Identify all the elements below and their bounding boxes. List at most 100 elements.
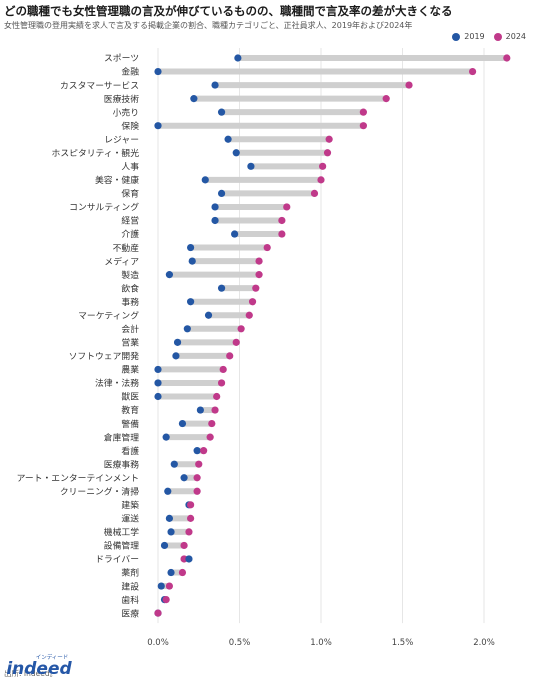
category-label: 建設 xyxy=(121,580,139,592)
category-label: レジャー xyxy=(104,135,139,145)
point-2024 xyxy=(178,568,187,577)
point-2024 xyxy=(278,230,286,238)
category-label: 法律・法務 xyxy=(95,377,139,389)
point-2024 xyxy=(154,609,162,617)
point-2024 xyxy=(162,596,170,604)
point-2024 xyxy=(255,271,263,279)
point-2019 xyxy=(172,352,180,360)
category-label: 医療技術 xyxy=(104,93,139,105)
point-2019 xyxy=(154,67,162,76)
point-2024 xyxy=(263,243,271,252)
point-2019 xyxy=(224,135,232,143)
point-2024 xyxy=(255,257,263,265)
point-2024 xyxy=(252,284,260,292)
point-2019 xyxy=(157,582,165,590)
indeed-logo-sub: インディード xyxy=(36,653,69,661)
category-label: 機械工学 xyxy=(104,526,139,538)
category-label: 不動産 xyxy=(113,242,140,254)
point-2024 xyxy=(503,54,511,62)
point-2019 xyxy=(231,230,239,238)
point-2019 xyxy=(247,162,255,170)
point-2024 xyxy=(187,501,195,509)
point-2019 xyxy=(211,81,219,89)
point-2024 xyxy=(206,433,214,441)
category-label: 人事 xyxy=(121,161,139,173)
category-label: 保育 xyxy=(121,188,139,200)
point-2019 xyxy=(211,216,219,225)
chart-subtitle: 女性管理職の登用実績を求人で言及する掲載企業の割合、職種カテゴリごと、正社員求人… xyxy=(4,21,413,30)
point-2019 xyxy=(185,555,193,563)
point-2024 xyxy=(213,392,221,401)
point-2024 xyxy=(382,95,390,103)
point-2024 xyxy=(248,298,257,306)
point-2019 xyxy=(154,379,162,387)
category-label: コンサルティング xyxy=(69,201,139,213)
point-2024 xyxy=(278,216,286,225)
point-2019 xyxy=(154,392,162,401)
legend-swatch-2019 xyxy=(452,32,461,41)
point-2024 xyxy=(319,162,327,170)
category-label: 事務 xyxy=(121,296,139,308)
category-label: カスタマーサービス xyxy=(60,80,139,91)
point-2019 xyxy=(211,203,219,211)
point-2024 xyxy=(187,514,195,522)
point-2024 xyxy=(226,352,234,360)
point-2024 xyxy=(323,149,332,157)
point-2019 xyxy=(217,108,226,116)
legend-label-2019: 2019 xyxy=(464,32,485,41)
category-label: 警備 xyxy=(121,418,139,430)
point-2024 xyxy=(237,325,245,333)
point-2024 xyxy=(317,176,325,184)
point-2019 xyxy=(167,528,175,536)
point-2024 xyxy=(165,582,174,590)
point-2024 xyxy=(325,135,333,143)
indeed-logo-word: indeed xyxy=(6,659,72,678)
category-label: メディア xyxy=(104,255,139,267)
category-label: 小売り xyxy=(113,106,139,118)
x-tick-label: 2.0% xyxy=(473,638,495,648)
point-2019 xyxy=(187,243,195,252)
x-tick-label: 0.5% xyxy=(229,638,251,648)
point-2019 xyxy=(196,406,204,414)
point-2024 xyxy=(232,338,240,346)
point-2019 xyxy=(167,568,175,577)
chart-title: どの職種でも女性管理職の言及が伸びているものの、職種間で言及率の差が大きくなる xyxy=(4,4,453,18)
category-label: ソフトウェア開発 xyxy=(69,350,140,362)
category-label: 飲食 xyxy=(121,282,139,294)
category-label: アート・エンターテインメント xyxy=(17,473,139,484)
category-label: 農業 xyxy=(121,364,139,376)
category-label: 医療事務 xyxy=(104,458,139,470)
point-2024 xyxy=(193,487,201,495)
category-label: 看護 xyxy=(121,445,139,457)
category-label: 医療 xyxy=(121,607,139,619)
point-2024 xyxy=(211,406,219,414)
point-2024 xyxy=(195,460,203,468)
point-2024 xyxy=(200,447,208,455)
point-2019 xyxy=(154,122,162,130)
point-2019 xyxy=(154,365,162,374)
point-2019 xyxy=(201,176,209,184)
category-label: 会計 xyxy=(121,323,139,335)
point-2024 xyxy=(468,67,477,76)
category-label: ホスピタリティ・観光 xyxy=(52,147,140,159)
category-label: 建築 xyxy=(121,499,139,511)
category-label: 運送 xyxy=(121,513,139,525)
category-label: ドライバー xyxy=(95,554,139,565)
legend-item-2024: 2024 xyxy=(493,32,526,41)
category-label: 獣医 xyxy=(121,391,139,403)
category-label: 介護 xyxy=(121,228,139,240)
category-label: 営業 xyxy=(121,337,139,349)
point-2019 xyxy=(178,419,187,428)
point-2024 xyxy=(180,541,188,550)
category-label: 薬剤 xyxy=(121,567,139,579)
point-2019 xyxy=(204,311,213,319)
category-label: 製造 xyxy=(121,269,139,281)
point-2019 xyxy=(187,298,195,306)
category-label: 歯科 xyxy=(121,594,139,606)
legend: 2019 2024 xyxy=(452,32,526,41)
point-2019 xyxy=(217,189,226,197)
category-label: 美容・健康 xyxy=(95,174,139,186)
point-2024 xyxy=(359,108,367,116)
point-2024 xyxy=(310,189,319,197)
